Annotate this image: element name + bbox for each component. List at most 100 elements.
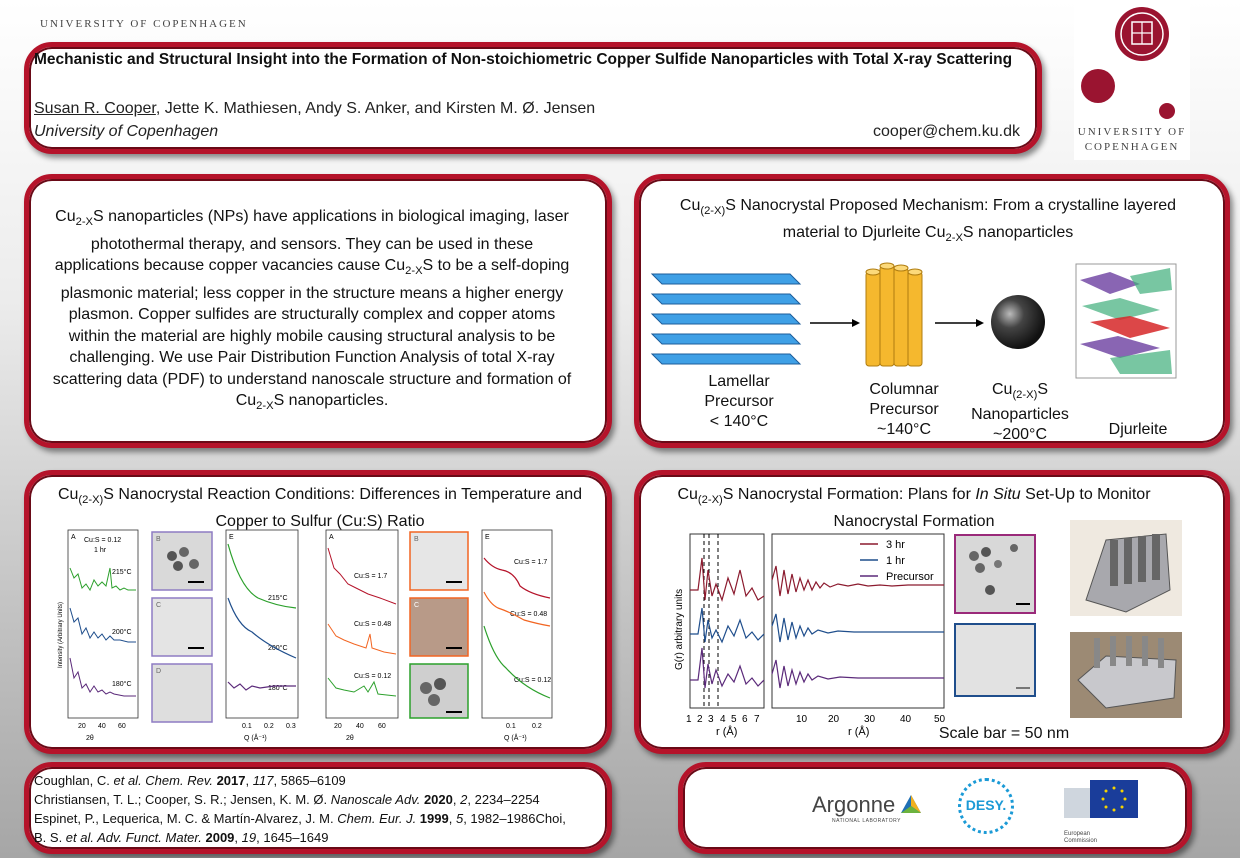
reaction-conditions-title: Cu(2-X)S Nanocrystal Reaction Conditions… <box>57 486 583 531</box>
logo-text-line1: UNIVERSITY OF <box>1077 126 1187 138</box>
arrow-icon <box>935 319 984 327</box>
argonne-logo: Argonne NATIONAL LABORATORY <box>812 792 922 824</box>
svg-text:Intensity (Arbitrary Units): Intensity (Arbitrary Units) <box>58 602 64 668</box>
formation-pdf-plot: G(r) arbitrary units 1 2 3 4 5 6 7 r (Å)… <box>674 533 946 738</box>
other-authors: , Jette K. Mathiesen, Andy S. Anker, and… <box>155 100 596 117</box>
svg-text:40: 40 <box>356 723 364 730</box>
svg-text:r (Å): r (Å) <box>848 725 869 738</box>
svg-text:4: 4 <box>720 714 726 725</box>
svg-text:Cu:S = 1.7: Cu:S = 1.7 <box>354 573 387 580</box>
svg-text:D: D <box>156 668 161 675</box>
svg-text:Cu:S = 0.48: Cu:S = 0.48 <box>354 621 391 628</box>
svg-text:G(r) arbitrary units: G(r) arbitrary units <box>674 589 685 670</box>
in-situ-cell-photos <box>1070 520 1182 718</box>
university-logo: UNIVERSITY OF COPENHAGEN <box>1074 2 1190 160</box>
svg-text:3: 3 <box>708 714 714 725</box>
argonne-triangle-icon <box>900 795 921 813</box>
desy-logo: DESY. <box>958 778 1014 834</box>
tem-images <box>954 534 1036 697</box>
university-header-text: UNIVERSITY OF COPENHAGEN <box>40 18 248 30</box>
nanoparticles-label: Cu(2-X)S Nanoparticles ~200°C <box>971 381 1069 444</box>
svg-text:20: 20 <box>78 723 86 730</box>
svg-text:20: 20 <box>334 723 342 730</box>
scale-bar-label: Scale bar = 50 nm <box>938 725 1070 742</box>
svg-text:Cu:S = 0.12: Cu:S = 0.12 <box>354 673 391 680</box>
svg-text:2θ: 2θ <box>86 735 94 742</box>
svg-text:1 hr: 1 hr <box>94 547 107 554</box>
plot-legend: 3 hr 1 hr Precursor <box>860 539 934 583</box>
svg-text:5: 5 <box>731 714 737 725</box>
lamellar-precursor-icon <box>650 273 802 365</box>
svg-text:215°C: 215°C <box>112 568 132 576</box>
svg-text:6: 6 <box>742 714 748 725</box>
reference-4: B. S. et al. Adv. Funct. Mater. 2009, 19… <box>34 830 329 845</box>
university-seal-icon <box>1081 7 1175 119</box>
svg-text:C: C <box>414 602 419 609</box>
mechanism-title: Cu(2-X)S Nanocrystal Proposed Mechanism:… <box>679 197 1177 245</box>
svg-text:200°C: 200°C <box>268 644 288 652</box>
title-box <box>24 42 1042 154</box>
svg-text:0.2: 0.2 <box>264 723 274 730</box>
svg-text:7: 7 <box>754 714 760 725</box>
poster-title: Mechanistic and Structural Insight into … <box>34 51 1013 68</box>
columnar-label: Columnar Precursor ~140°C <box>869 381 939 438</box>
svg-text:0.2: 0.2 <box>532 723 542 730</box>
svg-text:Q (Å⁻¹): Q (Å⁻¹) <box>504 733 527 742</box>
svg-text:A: A <box>71 534 76 541</box>
djurleite-structure-icon <box>1075 263 1177 379</box>
svg-text:0.1: 0.1 <box>242 723 252 730</box>
djurleite-label: Djurleite <box>1108 421 1168 438</box>
svg-text:30: 30 <box>864 714 876 725</box>
svg-text:20: 20 <box>828 714 840 725</box>
svg-text:60: 60 <box>378 723 386 730</box>
svg-text:1 hr: 1 hr <box>886 555 905 567</box>
formation-title: Cu(2-X)S Nanocrystal Formation: Plans fo… <box>677 486 1151 531</box>
svg-text:3 hr: 3 hr <box>886 539 905 551</box>
svg-text:E: E <box>229 534 234 541</box>
svg-text:Q (Å⁻¹): Q (Å⁻¹) <box>244 733 267 742</box>
nanoparticle-icon <box>991 295 1045 349</box>
svg-text:A: A <box>329 534 334 541</box>
introduction-text: Cu2-XS nanoparticles (NPs) have applicat… <box>52 208 572 413</box>
svg-text:Cu:S = 0.12: Cu:S = 0.12 <box>514 677 551 684</box>
svg-text:2θ: 2θ <box>346 735 354 742</box>
reference-3: Espinet, P., Lequerica, M. C. & Martín-A… <box>34 811 566 826</box>
svg-text:Cu:S = 1.7: Cu:S = 1.7 <box>514 559 547 566</box>
lamellar-label: Lamellar Precursor < 140°C <box>704 373 774 430</box>
introduction-box <box>24 174 612 448</box>
svg-text:60: 60 <box>118 723 126 730</box>
svg-text:0.1: 0.1 <box>506 723 516 730</box>
mechanism-diagram <box>650 262 1177 379</box>
affiliation: University of Copenhagen <box>34 123 219 140</box>
authors: Susan R. Cooper, Jette K. Mathiesen, And… <box>34 100 595 118</box>
svg-text:200°C: 200°C <box>112 628 132 636</box>
reference-2: Christiansen, T. L.; Cooper, S. R.; Jens… <box>34 792 540 807</box>
svg-text:40: 40 <box>900 714 912 725</box>
svg-text:Precursor: Precursor <box>886 571 934 583</box>
svg-text:1: 1 <box>686 714 692 725</box>
columnar-precursor-icon <box>865 262 923 367</box>
svg-text:B: B <box>414 536 419 543</box>
svg-text:40: 40 <box>98 723 106 730</box>
svg-text:215°C: 215°C <box>268 594 288 602</box>
eu-flag-icon <box>1064 780 1138 818</box>
first-author: Susan R. Cooper <box>34 100 156 117</box>
svg-text:0.3: 0.3 <box>286 723 296 730</box>
svg-text:E: E <box>485 534 490 541</box>
svg-text:180°C: 180°C <box>112 680 132 688</box>
svg-text:10: 10 <box>796 714 808 725</box>
svg-text:50: 50 <box>934 714 946 725</box>
svg-text:Cu:S = 0.12: Cu:S = 0.12 <box>84 537 121 544</box>
svg-text:Cu:S = 0.48: Cu:S = 0.48 <box>510 611 547 618</box>
references-box <box>24 762 612 854</box>
arrow-icon <box>810 319 860 327</box>
svg-text:180°C: 180°C <box>268 684 288 692</box>
references: Coughlan, C. et al. Chem. Rev. 2017, 117… <box>34 771 614 847</box>
svg-text:2: 2 <box>697 714 703 725</box>
contact-email: cooper@chem.ku.dk <box>873 123 1020 140</box>
logo-text-line2: COPENHAGEN <box>1084 141 1180 153</box>
svg-text:C: C <box>156 602 161 609</box>
reference-1: Coughlan, C. et al. Chem. Rev. 2017, 117… <box>34 773 346 788</box>
reaction-conditions-figure: A Cu:S = 0.12 1 hr 215°C 200°C 180°C Int… <box>58 529 553 742</box>
svg-text:r (Å): r (Å) <box>716 725 737 738</box>
